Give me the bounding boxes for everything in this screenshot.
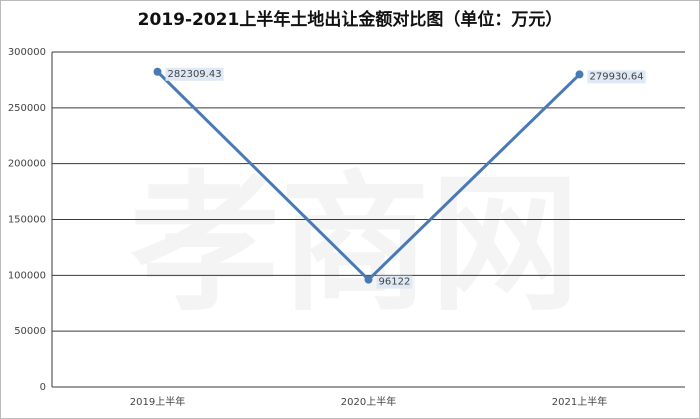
data-label: 96122	[379, 277, 411, 288]
y-tick-label: 0	[40, 382, 46, 393]
data-label-group: 96122	[376, 275, 413, 289]
point	[364, 275, 373, 284]
y-tick-label: 150000	[8, 215, 46, 226]
x-tick-label: 2020上半年	[341, 395, 396, 408]
y-tick-label: 250000	[8, 103, 46, 114]
chart-title: 2019-2021上半年土地出让金额对比图（单位：万元）	[138, 9, 563, 30]
watermark: 孝商网	[130, 158, 580, 332]
y-tick-label: 200000	[8, 159, 46, 170]
y-tick-label: 50000	[14, 326, 46, 337]
data-label-bg	[165, 67, 224, 81]
data-label-bg	[376, 275, 413, 289]
data-label: 279930.64	[590, 71, 644, 82]
y-tick-label: 300000	[8, 47, 46, 58]
data-label: 282309.43	[168, 69, 222, 80]
data-label-group: 282309.43	[165, 67, 224, 81]
x-tick-label: 2021上半年	[552, 395, 607, 408]
y-tick-label: 100000	[8, 270, 46, 281]
data-label-bg	[587, 70, 646, 84]
point	[153, 67, 162, 76]
x-tick-label: 2019上半年	[130, 395, 185, 408]
data-label-group: 279930.64	[587, 70, 646, 84]
point	[575, 70, 584, 79]
